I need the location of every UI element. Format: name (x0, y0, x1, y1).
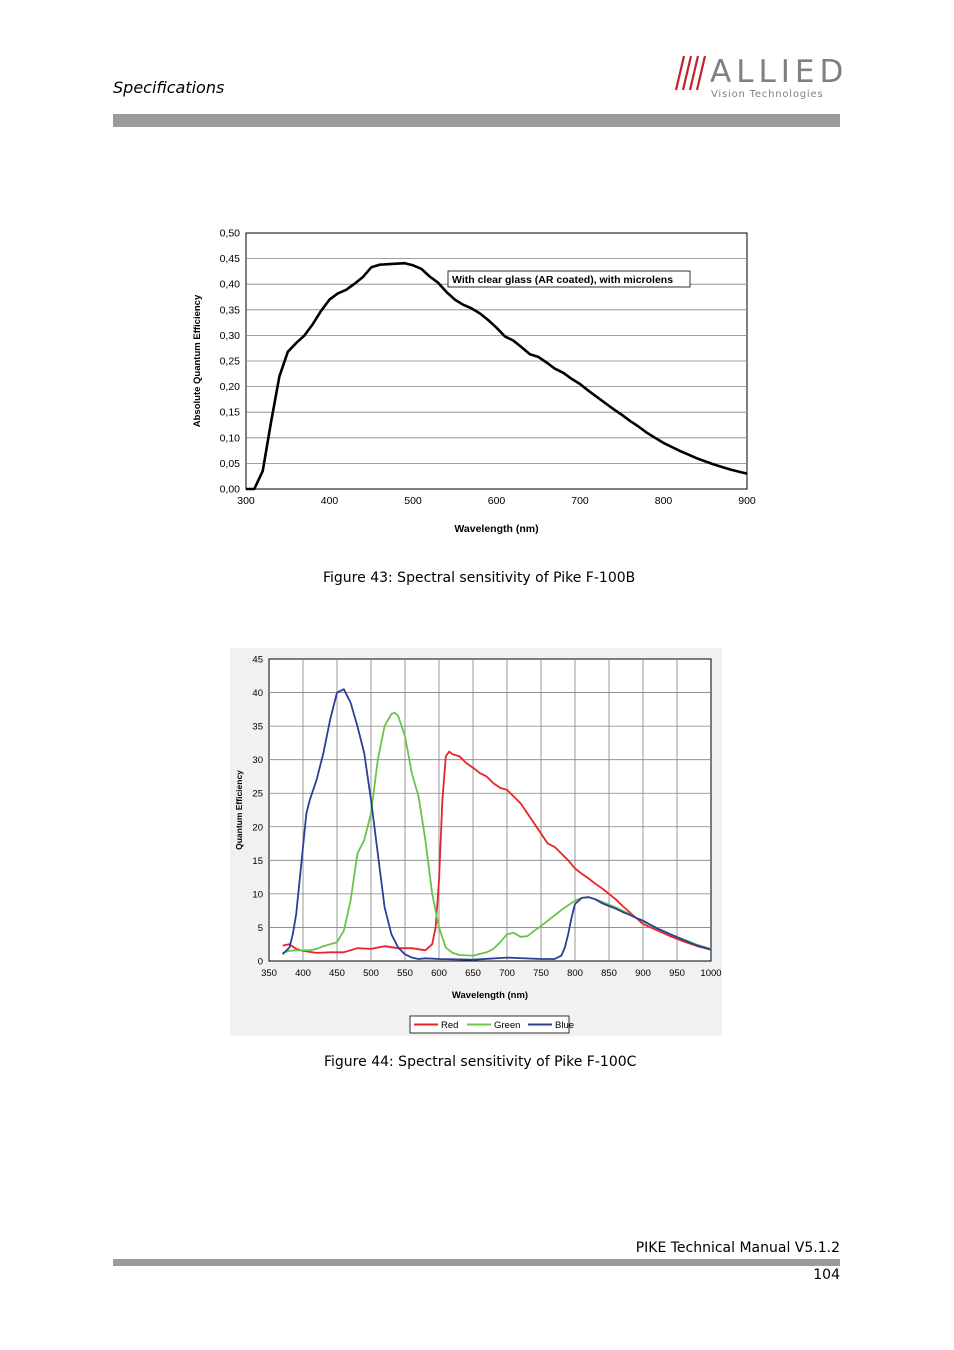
x-tick-label: 600 (488, 495, 506, 507)
logo-word: ALLIED (710, 54, 843, 90)
figure-43-chart: 0,00 0,05 0,10 0,15 0,20 0,25 0,30 0,35 0,40 0,45… (180, 222, 780, 547)
x-tick-label: 800 (567, 968, 583, 979)
x-axis-label: Wavelength (nm) (452, 990, 528, 1001)
footer-rule (113, 1259, 840, 1266)
y-tick-label: 0,45 (220, 253, 241, 265)
y-tick-label: 0,35 (220, 304, 241, 316)
y-tick-label: 25 (252, 789, 263, 800)
figure-43-caption: Figure 43: Spectral sensitivity of Pike … (323, 570, 636, 586)
x-tick-label: 650 (465, 968, 481, 979)
x-tick-label: 1000 (700, 968, 721, 979)
series-line (246, 261, 748, 491)
x-tick-label: 750 (533, 968, 549, 979)
series-line-blue (281, 688, 712, 961)
legend-label-green: Green (494, 1020, 520, 1031)
legend-label-red: Red (441, 1020, 458, 1031)
series-line-red (282, 750, 712, 954)
x-tick-label: 550 (397, 968, 413, 979)
x-tick-label: 700 (499, 968, 515, 979)
x-tick-label: 400 (321, 495, 339, 507)
x-tick-label: 500 (404, 495, 422, 507)
y-tick-label: 30 (252, 755, 263, 766)
x-tick-label: 900 (738, 495, 756, 507)
x-tick-label: 900 (635, 968, 651, 979)
y-tick-label: 35 (252, 722, 263, 733)
y-tick-label: 0,00 (220, 484, 241, 496)
y-axis-label: Absolute Quantum Efficiency (192, 294, 203, 427)
header-rule (113, 114, 840, 127)
logo-subtitle: Vision Technologies (711, 89, 823, 100)
y-tick-label: 0,25 (220, 356, 241, 368)
y-axis-label: Quantum Efficiency (234, 770, 244, 850)
x-tick-label: 400 (295, 968, 311, 979)
y-tick-label: 45 (252, 655, 263, 666)
annotation-box (447, 270, 691, 288)
x-tick-label: 350 (261, 968, 277, 979)
y-tick-label: 10 (252, 889, 263, 900)
figure-44-chart: 0 5 10 15 20 25 30 35 40 45 350 400 450 500 550 600 650 7… (230, 648, 722, 1036)
y-tick-label: 5 (258, 923, 263, 934)
y-tick-label: 0,40 (220, 279, 241, 291)
x-tick-label: 800 (655, 495, 673, 507)
y-tick-label: 0,30 (220, 330, 241, 342)
logo-slashes-icon (674, 55, 707, 91)
x-tick-label: 850 (601, 968, 617, 979)
x-axis-label: Wavelength (nm) (454, 523, 538, 535)
x-tick-label: 600 (431, 968, 447, 979)
x-tick-label: 500 (363, 968, 379, 979)
manual-title: PIKE Technical Manual V5.1.2 (635, 1240, 840, 1256)
y-tick-label: 0,05 (220, 458, 241, 470)
allied-logo: ALLIED Vision Technologies (674, 54, 843, 100)
x-tick-label: 450 (329, 968, 345, 979)
x-tick-label: 300 (237, 495, 255, 507)
y-tick-label: 0,20 (220, 381, 241, 393)
y-tick-label: 0 (258, 957, 263, 968)
legend-label-blue: Blue (555, 1020, 574, 1031)
plot-area (268, 658, 712, 962)
y-tick-label: 15 (252, 856, 263, 867)
y-tick-label: 20 (252, 822, 263, 833)
y-tick-label: 0,10 (220, 432, 241, 444)
figure-44-caption: Figure 44: Spectral sensitivity of Pike … (324, 1054, 637, 1070)
y-tick-label: 40 (252, 688, 263, 699)
x-tick-label: 700 (571, 495, 589, 507)
y-tick-label: 0,15 (220, 407, 241, 419)
y-tick-label: 0,50 (220, 228, 241, 240)
page-number: 104 (813, 1267, 840, 1283)
section-title: Specifications (113, 78, 225, 97)
x-tick-label: 950 (669, 968, 685, 979)
annotation-text: With clear glass (AR coated), with micro… (452, 274, 673, 286)
series-line-green (282, 711, 712, 957)
